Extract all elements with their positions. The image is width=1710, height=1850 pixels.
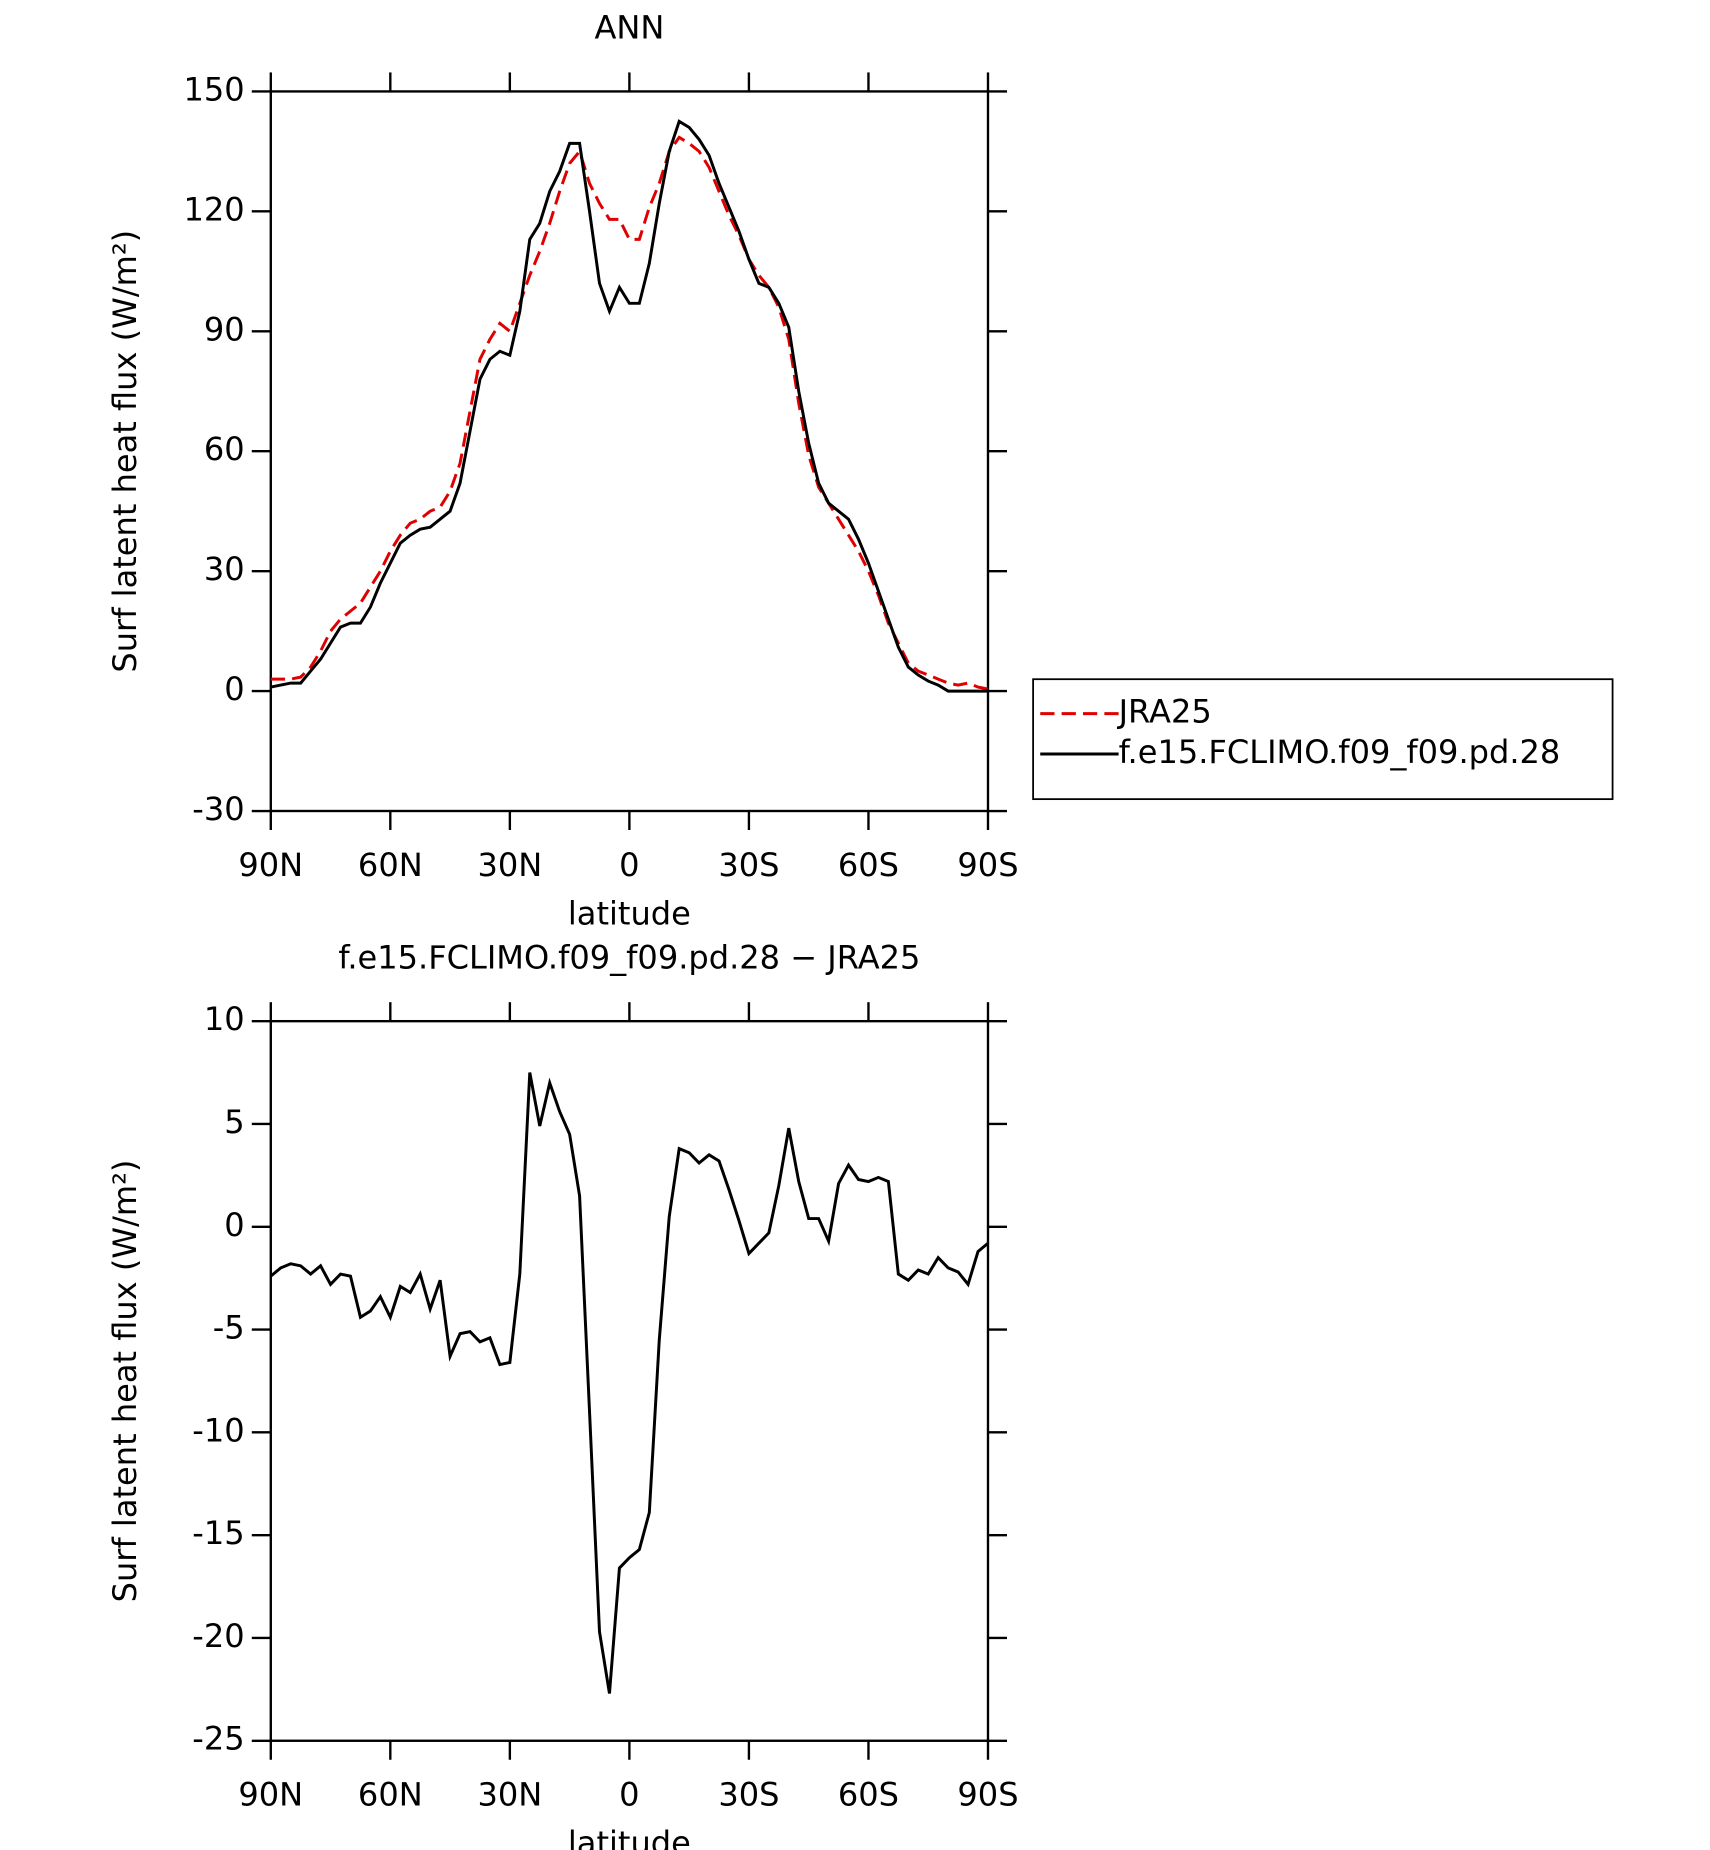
y-tick-label: -5 (213, 1309, 245, 1347)
chart-title: ANN (594, 9, 664, 47)
y-tick-label: 150 (183, 70, 244, 108)
y-tick-label: 5 (224, 1103, 244, 1141)
x-tick-label: 90N (238, 846, 303, 884)
y-tick-label: 30 (204, 550, 245, 588)
chart-title: f.e15.FCLIMO.f09_f09.pd.28 − JRA25 (338, 938, 920, 976)
y-tick-label: 120 (183, 190, 244, 228)
y-tick-label: -20 (192, 1617, 244, 1655)
legend-box (1032, 678, 1614, 801)
y-tick-label: -15 (192, 1514, 244, 1552)
x-axis-label: latitude (568, 895, 691, 933)
y-tick-label: 0 (224, 670, 244, 708)
data-line (270, 119, 988, 693)
plot-frame (269, 1019, 990, 1742)
x-tick-label: 30S (718, 846, 779, 884)
data-line (269, 1072, 989, 1694)
x-tick-label: 90S (957, 846, 1018, 884)
y-tick-label: -30 (192, 790, 244, 828)
x-tick-label: 60N (358, 846, 423, 884)
y-tick-label: -10 (192, 1411, 244, 1449)
x-tick-label: 0 (619, 846, 639, 884)
x-tick-label: 30S (718, 1776, 779, 1814)
y-axis-label: Surf latent heat flux (W/m²) (106, 1160, 144, 1603)
data-line (270, 135, 989, 691)
x-tick-label: 90S (957, 1776, 1018, 1814)
x-axis-label: latitude (568, 1824, 691, 1850)
y-tick-label: -25 (192, 1720, 244, 1758)
y-tick-label: 60 (204, 430, 245, 468)
x-tick-label: 60S (838, 1776, 899, 1814)
plot-frame (269, 90, 990, 813)
y-tick-label: 90 (204, 310, 245, 348)
x-tick-label: 60N (358, 1776, 423, 1814)
y-tick-label: 10 (204, 1000, 245, 1038)
legend-label: JRA25 (1117, 693, 1212, 731)
y-axis-label: Surf latent heat flux (W/m²) (106, 230, 144, 673)
legend-label: f.e15.FCLIMO.f09_f09.pd.28 (1119, 733, 1561, 771)
x-tick-label: 60S (838, 846, 899, 884)
y-tick-label: 0 (224, 1206, 244, 1244)
x-tick-label: 30N (477, 846, 542, 884)
x-tick-label: 90N (238, 1776, 303, 1814)
x-tick-label: 0 (619, 1776, 639, 1814)
x-tick-label: 30N (477, 1776, 542, 1814)
